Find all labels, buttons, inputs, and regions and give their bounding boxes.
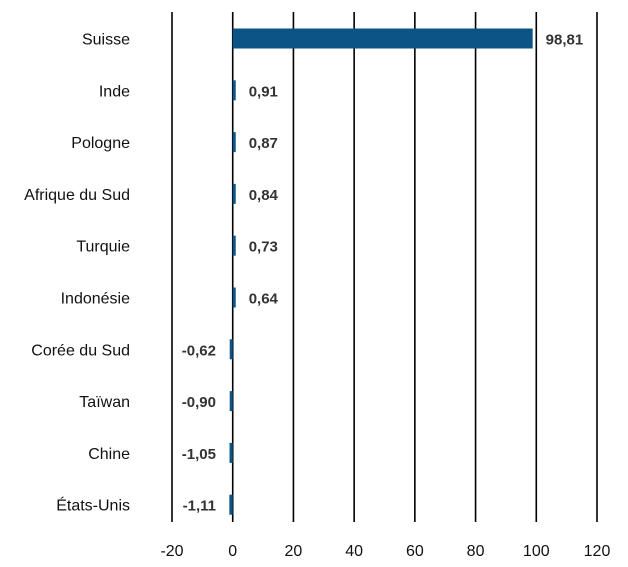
bar xyxy=(232,28,533,49)
value-label: 0,73 xyxy=(249,239,278,256)
bars xyxy=(229,28,533,515)
x-tick-label: 80 xyxy=(467,543,485,560)
bar xyxy=(232,183,236,204)
category-label: Taïwan xyxy=(79,394,130,411)
value-label: -1,11 xyxy=(183,498,216,515)
bar xyxy=(232,80,236,101)
bar xyxy=(232,287,236,308)
category-label: Suisse xyxy=(82,32,130,49)
value-label: 0,84 xyxy=(249,187,279,204)
gridlines xyxy=(171,12,598,522)
bar xyxy=(229,442,233,463)
x-tick-label: 0 xyxy=(228,543,237,560)
bar xyxy=(232,132,236,153)
x-tick-label: 100 xyxy=(523,543,550,560)
category-label: Afrique du Sud xyxy=(24,187,130,204)
category-label: Inde xyxy=(99,83,130,100)
x-tick-label: -20 xyxy=(160,543,183,560)
x-tick-label: 20 xyxy=(285,543,303,560)
value-label: 0,87 xyxy=(249,135,278,152)
x-axis-tick-labels: -20 0 20 40 60 80 100 120 xyxy=(160,543,610,560)
category-label: Corée du Sud xyxy=(31,342,130,359)
category-label: Pologne xyxy=(71,135,130,152)
value-label: -1,05 xyxy=(182,446,216,463)
value-label: 98,81 xyxy=(546,32,584,49)
category-label: Chine xyxy=(88,446,130,463)
x-tick-label: 40 xyxy=(345,543,363,560)
value-label: 0,64 xyxy=(249,291,279,308)
value-labels: 98,81 0,91 0,87 0,84 0,73 0,64 -0,62 -0,90 -1,05… xyxy=(182,32,583,515)
value-label: 0,91 xyxy=(249,83,278,100)
bar xyxy=(229,339,233,360)
category-labels: Suisse Inde Pologne Afrique du Sud Turquie In… xyxy=(24,32,130,515)
category-label: Turquie xyxy=(76,239,130,256)
x-tick-label: 60 xyxy=(406,543,424,560)
bar xyxy=(232,235,236,256)
category-label: États-Unis xyxy=(56,496,130,515)
category-label: Indonésie xyxy=(61,291,130,308)
bar xyxy=(229,391,233,412)
value-label: -0,62 xyxy=(182,342,216,359)
bar xyxy=(229,494,233,515)
value-label: -0,90 xyxy=(182,394,216,411)
x-tick-label: 120 xyxy=(584,543,611,560)
